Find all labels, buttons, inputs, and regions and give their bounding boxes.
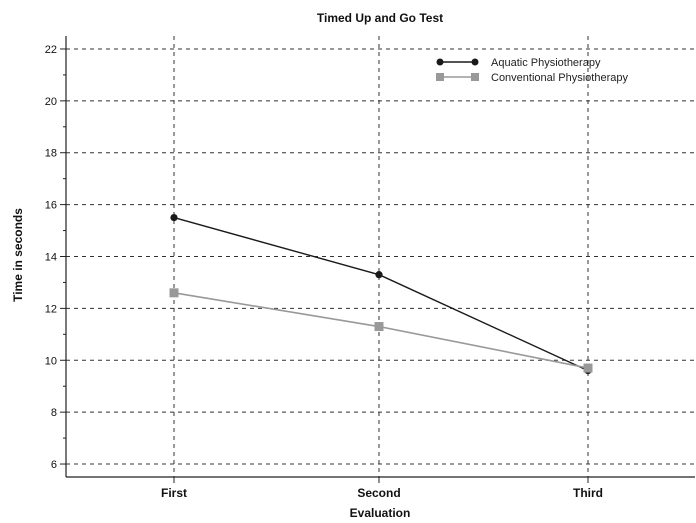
legend-label-1: Conventional Physiotherapy xyxy=(491,72,628,84)
y-axis-ticks: 6 8 10 12 14 16 18 20 22 xyxy=(45,44,66,471)
series-0-point-0 xyxy=(170,213,178,222)
y-tick-label-2: 10 xyxy=(45,355,57,367)
x-tick-label-1: Second xyxy=(357,486,400,500)
x-tick-label-0: First xyxy=(161,486,187,500)
y-tick-label-8: 22 xyxy=(45,44,57,56)
chart-title: Timed Up and Go Test xyxy=(317,11,443,25)
legend-marker-0-a xyxy=(436,58,444,66)
series-0-point-1 xyxy=(375,271,383,279)
y-tick-label-3: 12 xyxy=(45,303,57,315)
grid xyxy=(66,36,695,477)
y-tick-label-1: 8 xyxy=(51,407,57,419)
series-1-point-2 xyxy=(583,363,593,373)
y-tick-label-4: 14 xyxy=(45,252,57,264)
series-line-0 xyxy=(173,216,589,372)
y-tick-label-5: 16 xyxy=(45,200,57,212)
legend: Aquatic Physiotherapy Conventional Physio… xyxy=(436,57,628,84)
series-group xyxy=(169,213,593,375)
y-axis-label: Time in seconds xyxy=(11,208,25,302)
x-axis-label: Evaluation xyxy=(350,506,411,520)
legend-label-0: Aquatic Physiotherapy xyxy=(491,57,601,69)
x-tick-label-2: Third xyxy=(573,486,603,500)
legend-marker-1-a xyxy=(436,73,444,81)
legend-marker-1-b xyxy=(471,73,479,81)
x-axis-ticks: First Second Third xyxy=(161,477,603,500)
series-1-point-1 xyxy=(374,322,384,332)
y-tick-label-7: 20 xyxy=(45,96,57,108)
series-1-point-0 xyxy=(169,288,179,298)
y-tick-label-6: 18 xyxy=(45,148,57,160)
y-tick-label-0: 6 xyxy=(51,459,57,471)
legend-marker-0-b xyxy=(471,58,479,66)
